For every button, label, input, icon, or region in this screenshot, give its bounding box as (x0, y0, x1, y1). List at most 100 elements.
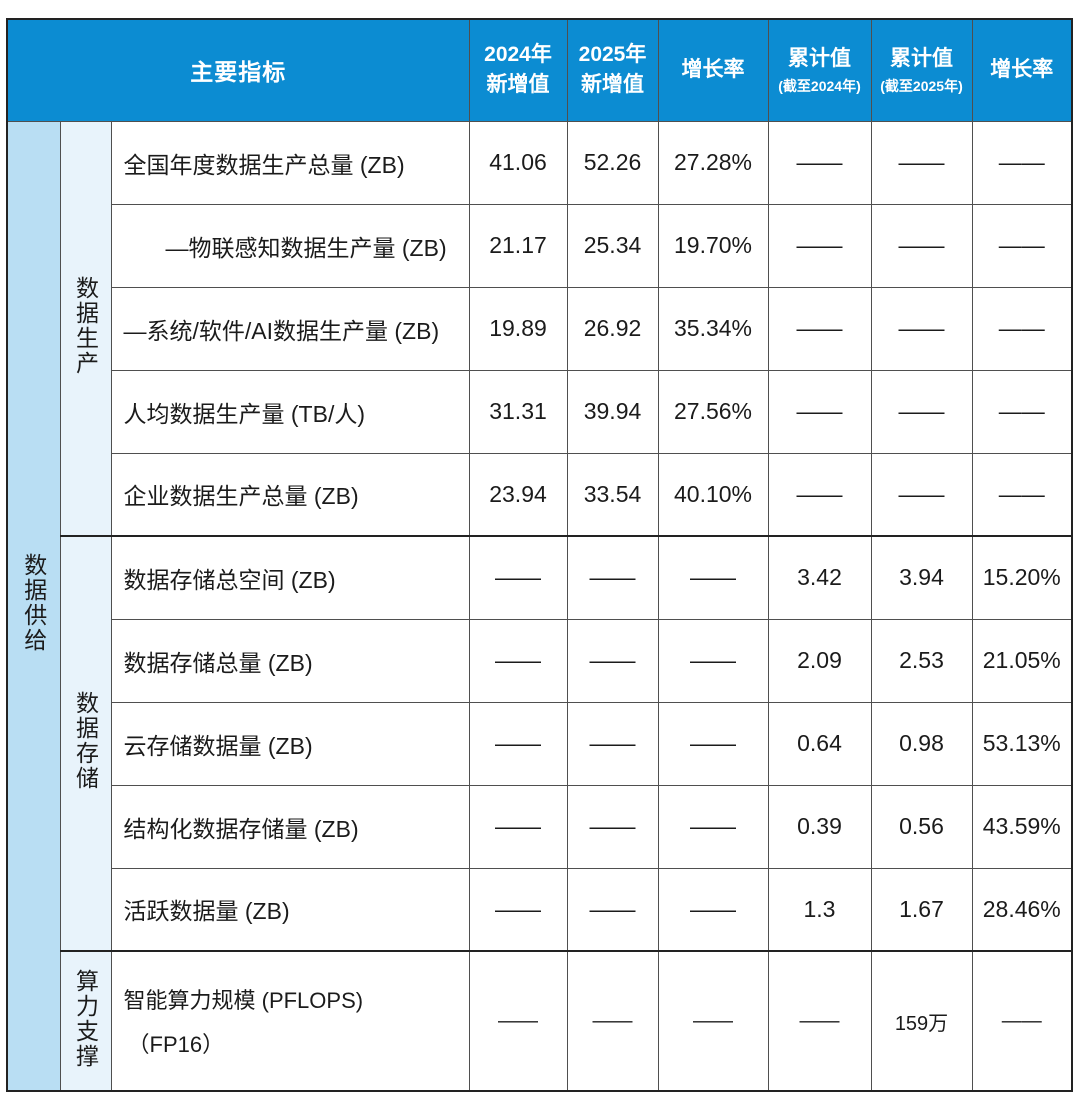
value-cell: —— (468, 701, 568, 786)
indicator-cell: 活跃数据量 (ZB) (110, 867, 470, 952)
table-row: 人均数据生产量 (TB/人) 31.31 39.94 27.56% —— —— … (7, 369, 1073, 454)
value-cell: —— (767, 203, 872, 288)
value-cell: 53.13% (971, 701, 1073, 786)
value-cell: —— (767, 452, 872, 537)
value-cell: —— (971, 120, 1073, 205)
indicator-cell: 人均数据生产量 (TB/人) (110, 369, 470, 454)
indicators-table: 主要指标 2024年 新增值 2025年 新增值 增长率 累计值 (截至2024… (6, 18, 1073, 1092)
value-cell: 2.09 (767, 618, 872, 703)
value-cell: 28.46% (971, 867, 1073, 952)
table-row: 企业数据生产总量 (ZB) 23.94 33.54 40.10% —— —— —… (7, 452, 1073, 537)
value-cell: —— (657, 950, 769, 1092)
value-cell: —— (767, 120, 872, 205)
header-cumulative-2024-sub: (截至2024年) (778, 77, 861, 94)
value-cell: —— (870, 286, 973, 371)
header-cumulative-2025-sub: (截至2025年) (880, 77, 963, 94)
indicator-cell: 数据存储总量 (ZB) (110, 618, 470, 703)
value-cell: 21.05% (971, 618, 1073, 703)
indicator-line1: 智能算力规模 (PFLOPS) (123, 988, 364, 1013)
value-cell: —— (566, 618, 659, 703)
value-cell: 41.06 (468, 120, 568, 205)
value-cell: —— (971, 203, 1073, 288)
group-data-supply-label: 数据供给 (20, 553, 47, 654)
indicator-cell: —系统/软件/AI数据生产量 (ZB) (110, 286, 470, 371)
header-cumulative-2024-title: 累计值 (788, 46, 851, 70)
value-cell: 1.67 (870, 867, 973, 952)
value-cell: 0.39 (767, 784, 872, 869)
value-cell: 40.10% (657, 452, 769, 537)
header-main-indicator: 主要指标 (6, 18, 470, 122)
value-cell: —— (971, 452, 1073, 537)
value-cell: —— (566, 867, 659, 952)
group-data-storage-label: 数据存储 (72, 691, 99, 791)
header-2024-line1: 2024年 (484, 43, 552, 67)
group-computing-power: 算力支撑 (59, 950, 112, 1092)
indicator-cell: 结构化数据存储量 (ZB) (110, 784, 470, 869)
value-cell: 26.92 (566, 286, 659, 371)
group-computing-power-label: 算力支撑 (72, 968, 99, 1069)
value-cell: —— (971, 286, 1073, 371)
value-cell: 2.53 (870, 618, 973, 703)
value-cell: —— (870, 369, 973, 454)
header-cumulative-2025: 累计值 (截至2025年) (870, 18, 973, 122)
indicator-cell: 云存储数据量 (ZB) (110, 701, 470, 786)
value-cell: 33.54 (566, 452, 659, 537)
table-row: —系统/软件/AI数据生产量 (ZB) 19.89 26.92 35.34% —… (7, 286, 1073, 371)
indicator-line2: （FP16） (127, 1032, 225, 1057)
table-row: 数据存储总量 (ZB) —— —— —— 2.09 2.53 21.05% (7, 618, 1073, 703)
group-data-storage: 数据存储 (59, 535, 112, 952)
value-cell: —— (870, 203, 973, 288)
value-cell: —— (657, 784, 769, 869)
value-cell: —— (870, 452, 973, 537)
value-cell: —— (971, 950, 1073, 1092)
indicator-cell: 企业数据生产总量 (ZB) (110, 452, 470, 537)
value-cell: —— (468, 950, 568, 1092)
value-cell: 19.70% (657, 203, 769, 288)
value-cell: 3.42 (767, 535, 872, 620)
value-cell: 0.98 (870, 701, 973, 786)
value-cell: —— (767, 950, 872, 1092)
value-cell: —— (468, 618, 568, 703)
value-cell: —— (657, 867, 769, 952)
header-2024-new-value: 2024年 新增值 (468, 18, 568, 122)
indicator-cell: 数据存储总空间 (ZB) (110, 535, 470, 620)
table-row: —物联感知数据生产量 (ZB) 21.17 25.34 19.70% —— ——… (7, 203, 1073, 288)
value-cell: 0.56 (870, 784, 973, 869)
value-cell: —— (566, 701, 659, 786)
header-cumulative-2024: 累计值 (截至2024年) (767, 18, 872, 122)
header-growth-rate-new: 增长率 (657, 18, 769, 122)
value-cell: —— (468, 535, 568, 620)
value-cell: 21.17 (468, 203, 568, 288)
header-2025-line1: 2025年 (578, 43, 647, 67)
value-cell: —— (468, 867, 568, 952)
group-data-supply: 数据供给 (6, 120, 61, 1092)
indicator-cell: —物联感知数据生产量 (ZB) (110, 203, 470, 288)
value-cell: —— (657, 701, 769, 786)
value-cell: 23.94 (468, 452, 568, 537)
value-cell: 0.64 (767, 701, 872, 786)
table-row: 数据存储 数据存储总空间 (ZB) —— —— —— 3.42 3.94 15.… (7, 535, 1073, 952)
value-cell: —— (767, 369, 872, 454)
group-data-production: 数据生产 (59, 120, 112, 537)
value-cell: —— (566, 784, 659, 869)
value-cell: —— (657, 618, 769, 703)
value-cell: 27.56% (657, 369, 769, 454)
header-2025-new-value: 2025年 新增值 (566, 18, 659, 122)
header-row: 主要指标 2024年 新增值 2025年 新增值 增长率 累计值 (截至2024… (6, 18, 1073, 122)
table-row: 云存储数据量 (ZB) —— —— —— 0.64 0.98 53.13% (7, 701, 1073, 786)
indicator-cell: 全国年度数据生产总量 (ZB) (110, 120, 470, 205)
header-cumulative-2025-title: 累计值 (890, 46, 953, 70)
value-cell: —— (566, 950, 659, 1092)
table-row: 算力支撑 智能算力规模 (PFLOPS) （FP16） —— —— —— —— … (7, 950, 1073, 1092)
table-row: 活跃数据量 (ZB) —— —— —— 1.3 1.67 28.46% (7, 867, 1073, 952)
value-cell: 31.31 (468, 369, 568, 454)
table-row: 数据供给 数据生产 全国年度数据生产总量 (ZB) 41.06 52.26 27… (6, 120, 1073, 1092)
value-cell: 3.94 (870, 535, 973, 620)
value-cell: 25.34 (566, 203, 659, 288)
table-row: 结构化数据存储量 (ZB) —— —— —— 0.39 0.56 43.59% (7, 784, 1073, 869)
header-2024-line2: 新增值 (486, 73, 550, 97)
value-cell: 15.20% (971, 535, 1073, 620)
value-cell: 19.89 (468, 286, 568, 371)
value-cell: —— (468, 784, 568, 869)
indicator-cell: 智能算力规模 (PFLOPS) （FP16） (110, 950, 470, 1092)
